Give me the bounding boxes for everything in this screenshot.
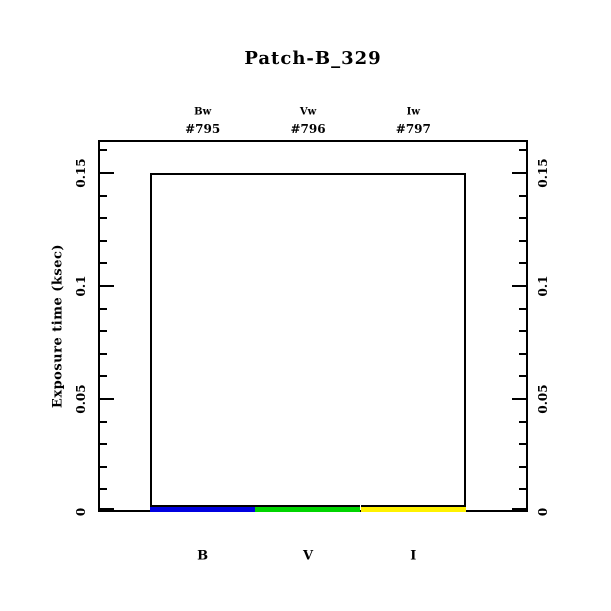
y-minor-tick-left (100, 420, 107, 423)
y-minor-tick-right (519, 239, 526, 242)
y-major-tick-left (100, 398, 114, 400)
y-minor-tick-left (100, 262, 107, 265)
y-tick-label-right: 0.15 (536, 158, 550, 188)
y-axis-label: Exposure time (ksec) (50, 243, 66, 409)
y-minor-tick-right (519, 420, 526, 423)
filter-label: Bw (194, 106, 212, 118)
filter-label: Vw (299, 106, 317, 118)
y-minor-tick-left (100, 352, 107, 355)
y-tick-label-left: 0 (74, 507, 88, 517)
y-minor-tick-right (519, 330, 526, 333)
y-minor-tick-left (100, 149, 107, 152)
x-category-label: I (410, 548, 417, 564)
x-category-label: V (302, 548, 314, 564)
y-minor-tick-right (519, 375, 526, 378)
y-minor-tick-left (100, 488, 107, 491)
exposure-bar-I (361, 505, 466, 512)
y-major-tick-right (512, 508, 526, 510)
y-tick-label-left: 0.05 (74, 384, 88, 414)
y-tick-label-right: 0.1 (536, 275, 550, 297)
y-tick-label-right: 0 (536, 507, 550, 517)
y-minor-tick-left (100, 239, 107, 242)
y-tick-label-left: 0.1 (74, 275, 88, 297)
exposure-outline-box (150, 173, 466, 512)
y-minor-tick-right (519, 488, 526, 491)
exposure-id-label: #796 (290, 122, 326, 136)
y-major-tick-right (512, 285, 526, 287)
y-tick-label-left: 0.15 (74, 158, 88, 188)
exposure-id-label: #797 (395, 122, 431, 136)
exposure-bar-V (255, 505, 360, 512)
x-category-label: B (197, 548, 209, 564)
y-minor-tick-right (519, 352, 526, 355)
y-minor-tick-right (519, 465, 526, 468)
y-minor-tick-right (519, 443, 526, 446)
y-minor-tick-right (519, 194, 526, 197)
y-major-tick-left (100, 172, 114, 174)
exposure-bar-B (150, 505, 255, 512)
y-minor-tick-right (519, 262, 526, 265)
y-major-tick-right (512, 172, 526, 174)
y-major-tick-left (100, 508, 114, 510)
plot-title: Patch-B_329 (244, 48, 382, 69)
y-minor-tick-left (100, 443, 107, 446)
y-minor-tick-left (100, 330, 107, 333)
y-minor-tick-left (100, 465, 107, 468)
y-minor-tick-right (519, 217, 526, 220)
y-minor-tick-right (519, 149, 526, 152)
y-minor-tick-left (100, 375, 107, 378)
filter-label: Iw (406, 106, 420, 118)
y-minor-tick-right (519, 307, 526, 310)
y-major-tick-right (512, 398, 526, 400)
y-minor-tick-left (100, 307, 107, 310)
y-minor-tick-left (100, 194, 107, 197)
exposure-id-label: #795 (185, 122, 221, 136)
y-minor-tick-left (100, 217, 107, 220)
y-tick-label-right: 0.05 (536, 384, 550, 414)
y-major-tick-left (100, 285, 114, 287)
